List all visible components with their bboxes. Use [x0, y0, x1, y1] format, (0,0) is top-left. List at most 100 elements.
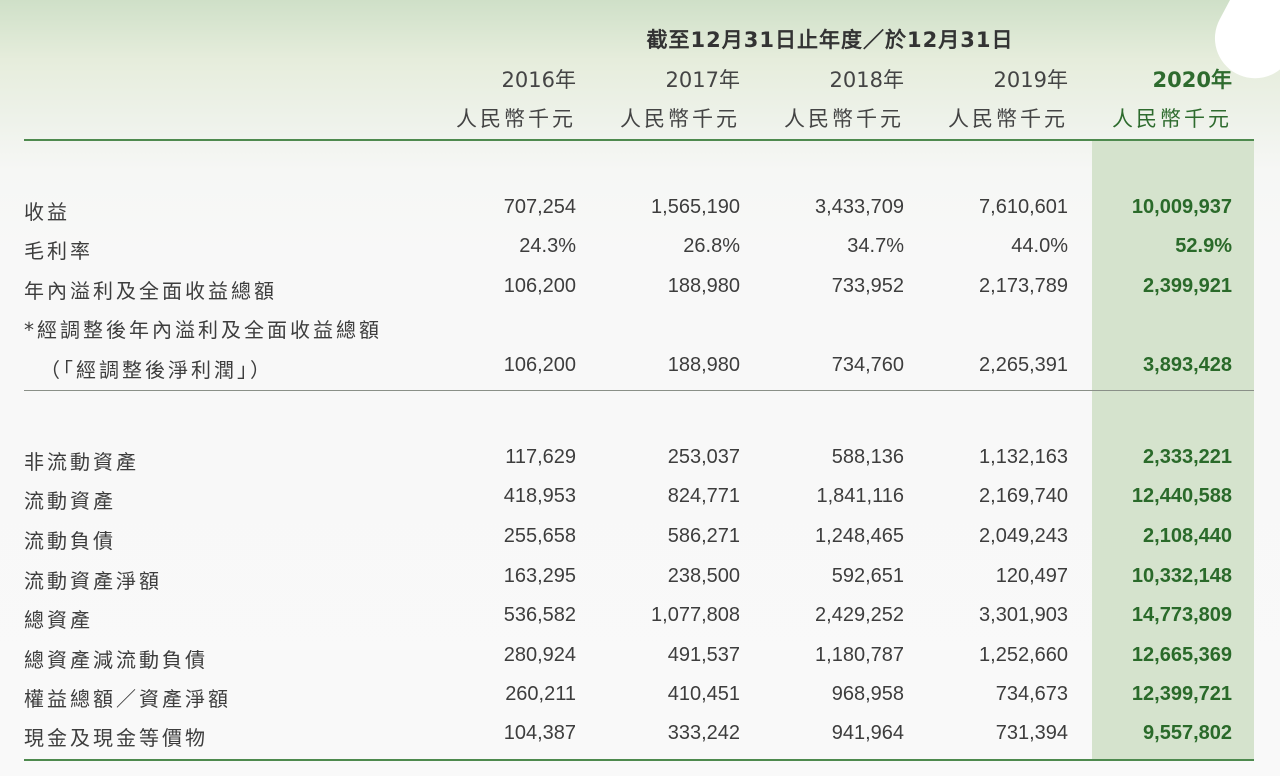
value-2017: 1,077,808	[651, 604, 740, 626]
value-2019: 2,173,789	[979, 275, 1068, 297]
value-2020: 9,557,802	[1143, 722, 1232, 744]
column-year-2017: 2017年	[665, 68, 740, 92]
value-2017: 410,451	[667, 683, 740, 705]
table-row-cash-equivalents: 現金及現金等價物 104,387 333,242 941,964 731,394…	[0, 722, 1280, 758]
table-row-adjusted-profit-label: *經調整後年內溢利及全面收益總額	[0, 314, 1280, 350]
period-title: 截至12月31日止年度／於12月31日	[646, 28, 1014, 52]
value-2016: 255,658	[503, 525, 576, 547]
value-2020: 10,009,937	[1131, 196, 1232, 218]
value-2019: 120,497	[995, 565, 1068, 587]
column-unit-2017: 人民幣千元	[620, 107, 740, 131]
table-row-total-assets-less-current-liabilities: 總資產減流動負債 280,924 491,537 1,180,787 1,252…	[0, 644, 1280, 680]
value-2017: 333,242	[667, 722, 740, 744]
value-2020: 2,108,440	[1143, 525, 1232, 547]
value-2017: 26.8%	[683, 235, 740, 257]
column-unit-2020: 人民幣千元	[1112, 107, 1232, 131]
row-label: 收益	[24, 200, 70, 224]
value-2019: 1,132,163	[979, 446, 1068, 468]
value-2020: 12,399,721	[1131, 683, 1232, 705]
value-2016: 104,387	[503, 722, 576, 744]
value-2018: 1,248,465	[815, 525, 904, 547]
value-2018: 941,964	[831, 722, 904, 744]
value-2019: 1,252,660	[979, 644, 1068, 666]
row-label: 流動資產淨額	[24, 569, 162, 593]
row-label: 現金及現金等價物	[24, 726, 208, 750]
table-row-revenue: 收益 707,254 1,565,190 3,433,709 7,610,601…	[0, 196, 1280, 232]
value-2020: 14,773,809	[1131, 604, 1232, 626]
highlight-column-2020	[1092, 141, 1254, 760]
table-row-profit-total-income: 年內溢利及全面收益總額 106,200 188,980 733,952 2,17…	[0, 275, 1280, 311]
row-label: *經調整後年內溢利及全面收益總額	[24, 318, 382, 342]
value-2016: 163,295	[503, 565, 576, 587]
value-2019: 7,610,601	[979, 196, 1068, 218]
value-2018: 34.7%	[847, 235, 904, 257]
table-row-current-liabilities: 流動負債 255,658 586,271 1,248,465 2,049,243…	[0, 525, 1280, 561]
value-2016: 280,924	[503, 644, 576, 666]
table-row-total-assets: 總資產 536,582 1,077,808 2,429,252 3,301,90…	[0, 604, 1280, 640]
value-2020: 10,332,148	[1131, 565, 1232, 587]
value-2018: 592,651	[831, 565, 904, 587]
value-2018: 1,841,116	[816, 485, 905, 507]
value-2019: 2,049,243	[979, 525, 1068, 547]
value-2018: 588,136	[831, 446, 904, 468]
value-2018: 734,760	[831, 354, 904, 376]
value-2019: 44.0%	[1011, 235, 1068, 257]
section-divider	[24, 390, 1254, 391]
table-row-gross-margin: 毛利率 24.3% 26.8% 34.7% 44.0% 52.9%	[0, 235, 1280, 271]
value-2017: 824,771	[667, 485, 740, 507]
table-row-current-assets: 流動資產 418,953 824,771 1,841,116 2,169,740…	[0, 485, 1280, 521]
row-label: 毛利率	[24, 239, 93, 263]
value-2019: 734,673	[995, 683, 1068, 705]
value-2018: 2,429,252	[815, 604, 904, 626]
column-year-2016: 2016年	[501, 68, 576, 92]
value-2017: 188,980	[667, 275, 740, 297]
value-2018: 968,958	[831, 683, 904, 705]
row-label: （「經調整後淨利潤」）	[40, 358, 273, 382]
column-year-2020: 2020年	[1152, 68, 1232, 92]
value-2016: 106,200	[503, 275, 576, 297]
value-2020: 12,665,369	[1131, 644, 1232, 666]
value-2016: 707,254	[503, 196, 576, 218]
value-2020: 3,893,428	[1143, 354, 1232, 376]
value-2018: 3,433,709	[815, 196, 904, 218]
value-2017: 586,271	[667, 525, 740, 547]
row-label: 流動資產	[24, 489, 116, 513]
value-2018: 1,180,787	[815, 644, 904, 666]
value-2019: 2,265,391	[979, 354, 1068, 376]
row-label: 總資產減流動負債	[24, 648, 208, 672]
value-2018: 733,952	[831, 275, 904, 297]
table-row-adjusted-net-profit: （「經調整後淨利潤」） 106,200 188,980 734,760 2,26…	[0, 354, 1280, 390]
row-label: 非流動資產	[24, 450, 139, 474]
value-2017: 253,037	[667, 446, 740, 468]
value-2016: 24.3%	[519, 235, 576, 257]
value-2020: 2,333,221	[1143, 446, 1232, 468]
column-unit-2018: 人民幣千元	[784, 107, 904, 131]
value-2017: 188,980	[667, 354, 740, 376]
value-2019: 2,169,740	[979, 485, 1068, 507]
column-unit-2019: 人民幣千元	[948, 107, 1068, 131]
value-2017: 491,537	[667, 644, 740, 666]
table-row-total-equity: 權益總額／資產淨額 260,211 410,451 968,958 734,67…	[0, 683, 1280, 719]
value-2020: 12,440,588	[1131, 485, 1232, 507]
value-2016: 106,200	[503, 354, 576, 376]
column-unit-2016: 人民幣千元	[456, 107, 576, 131]
row-label: 年內溢利及全面收益總額	[24, 279, 277, 303]
value-2020: 52.9%	[1175, 235, 1232, 257]
value-2017: 238,500	[667, 565, 740, 587]
row-label: 權益總額／資產淨額	[24, 687, 231, 711]
row-label: 總資產	[24, 608, 93, 632]
header-divider	[24, 139, 1254, 141]
row-label: 流動負債	[24, 529, 116, 553]
value-2019: 731,394	[995, 722, 1068, 744]
value-2016: 117,629	[505, 446, 576, 468]
value-2016: 418,953	[503, 485, 576, 507]
value-2016: 536,582	[503, 604, 576, 626]
bottom-divider	[24, 759, 1254, 761]
table-row-non-current-assets: 非流動資產 117,629 253,037 588,136 1,132,163 …	[0, 446, 1280, 482]
value-2020: 2,399,921	[1143, 275, 1232, 297]
value-2019: 3,301,903	[979, 604, 1068, 626]
table-row-net-current-assets: 流動資產淨額 163,295 238,500 592,651 120,497 1…	[0, 565, 1280, 601]
column-year-2018: 2018年	[829, 68, 904, 92]
value-2017: 1,565,190	[651, 196, 740, 218]
column-year-2019: 2019年	[993, 68, 1068, 92]
